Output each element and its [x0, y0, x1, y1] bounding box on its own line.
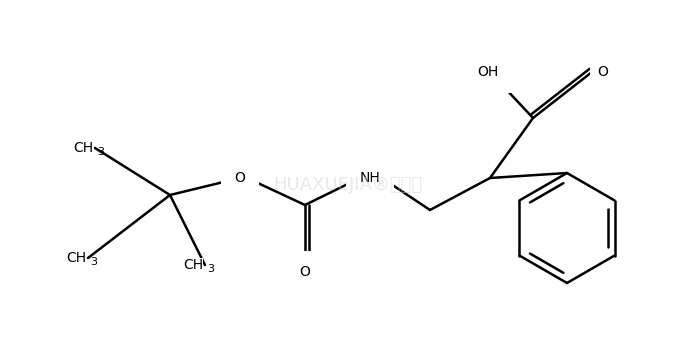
Text: 3: 3	[97, 147, 104, 157]
Text: 3: 3	[90, 257, 97, 267]
Text: O: O	[235, 171, 246, 185]
Text: NH: NH	[360, 171, 381, 185]
Text: CH: CH	[73, 141, 93, 155]
Text: CH: CH	[66, 251, 86, 265]
Text: OH: OH	[477, 65, 498, 79]
Text: O: O	[299, 265, 310, 279]
Text: HUAXUEJIA®化学加: HUAXUEJIA®化学加	[274, 176, 422, 194]
Text: 3: 3	[207, 264, 214, 274]
Text: O: O	[597, 65, 608, 79]
Text: CH: CH	[183, 258, 203, 272]
